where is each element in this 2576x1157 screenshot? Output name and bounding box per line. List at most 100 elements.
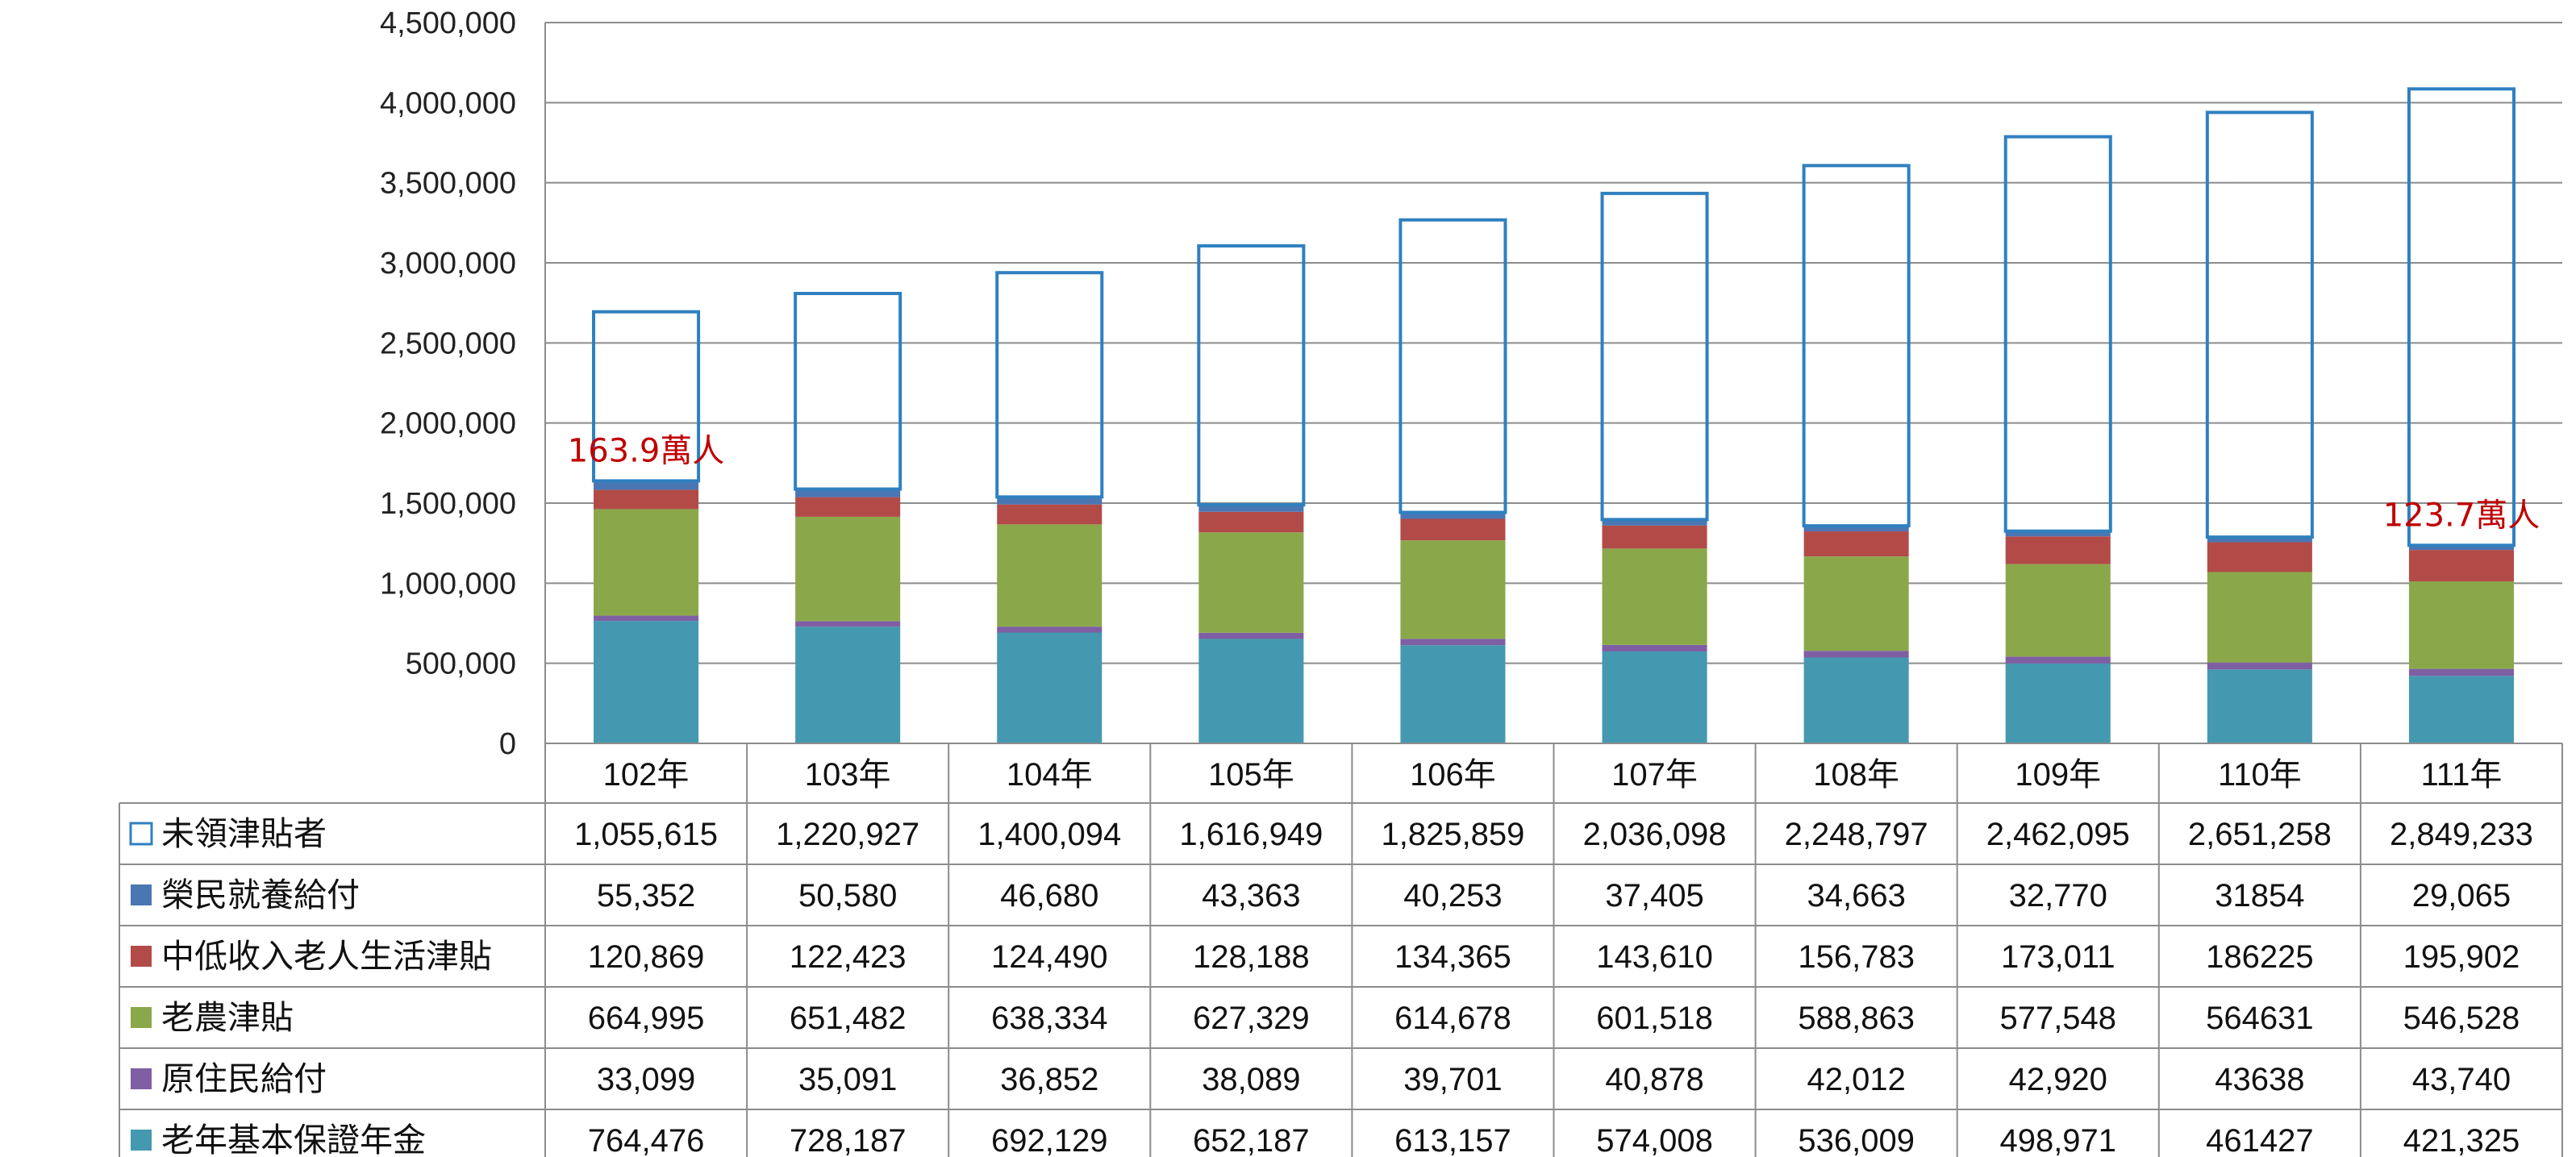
- y-tick-label: 2,500,000: [380, 327, 516, 360]
- data-label: 173,011: [2001, 939, 2115, 975]
- bar-segment: [795, 516, 901, 622]
- data-label: 38,089: [1202, 1062, 1300, 1097]
- data-label: 43638: [2215, 1062, 2304, 1097]
- data-label: 1,400,094: [977, 817, 1121, 852]
- category-label: 110年: [2218, 757, 2302, 793]
- category-label: 102年: [603, 757, 690, 793]
- y-tick-label: 4,000,000: [380, 86, 516, 120]
- data-label: 421,325: [2403, 1123, 2520, 1157]
- legend-key: [131, 1068, 152, 1089]
- bar-segment: [995, 271, 1104, 499]
- data-label: 120,869: [588, 939, 705, 975]
- bar-segment: [1602, 651, 1707, 743]
- data-label: 1,616,949: [1179, 817, 1323, 852]
- bar-segment: [1602, 525, 1707, 549]
- bar-segment: [2407, 87, 2516, 547]
- bar-segment: [1198, 505, 1304, 512]
- bar-segment: [1198, 532, 1304, 633]
- data-label: 577,548: [1999, 1001, 2116, 1036]
- bar-segment: [997, 632, 1103, 743]
- series-name: 老農津貼: [161, 998, 294, 1037]
- bar-segment: [795, 489, 901, 497]
- data-label: 1,825,859: [1381, 817, 1524, 852]
- data-label: 627,329: [1193, 1001, 1310, 1036]
- annotation-label: 163.9萬人: [568, 432, 725, 469]
- data-label: 40,878: [1605, 1062, 1703, 1097]
- category-label: 109年: [2015, 757, 2101, 793]
- y-tick-label: 4,500,000: [380, 6, 516, 40]
- data-label: 43,740: [2412, 1062, 2511, 1097]
- bar-segment: [1198, 511, 1304, 533]
- bar-segment: [2005, 536, 2111, 564]
- bar-segment: [1600, 191, 1709, 522]
- y-axis-ticks: 0 500,000 1,000,000 1,500,000 2,000,000 2,500…: [380, 6, 516, 761]
- annotations: 163.9萬人 123.7萬人: [568, 432, 2540, 534]
- data-label: 728,187: [790, 1123, 907, 1157]
- bar-segment: [2408, 550, 2514, 582]
- y-tick-label: 3,000,000: [380, 247, 516, 281]
- data-label: 156,783: [1798, 939, 1915, 975]
- data-label: 37,405: [1605, 878, 1703, 914]
- bar-segment: [2005, 531, 2111, 537]
- y-tick-label: 500,000: [406, 647, 516, 681]
- series-name: 原住民給付: [161, 1059, 327, 1098]
- data-label: 46,680: [1000, 878, 1098, 914]
- data-label: 546,528: [2403, 1001, 2520, 1036]
- bar-segment: [1803, 651, 1909, 658]
- data-label: 195,902: [2403, 939, 2520, 975]
- data-label: 43,363: [1202, 878, 1300, 914]
- data-label: 186225: [2206, 939, 2313, 975]
- data-label: 601,518: [1596, 1001, 1713, 1036]
- legend-key: [131, 884, 152, 905]
- data-label: 40,253: [1403, 878, 1502, 914]
- bar-segment: [592, 310, 701, 483]
- bar-segment: [2408, 676, 2514, 743]
- bar-segment: [2205, 110, 2314, 539]
- bar-segment: [795, 497, 901, 517]
- data-label: 134,365: [1394, 939, 1511, 975]
- data-label: 122,423: [790, 939, 907, 975]
- data-label: 614,678: [1394, 1001, 1511, 1036]
- bar-segment: [1602, 519, 1707, 526]
- category-label: 107年: [1611, 757, 1698, 793]
- bar-segment: [997, 504, 1103, 525]
- bar-segment: [2005, 564, 2111, 657]
- data-label: 42,920: [2009, 1062, 2107, 1097]
- data-label: 638,334: [991, 1001, 1108, 1036]
- data-label: 35,091: [798, 1062, 897, 1097]
- bar-segment: [1398, 218, 1507, 514]
- bar-segment: [997, 497, 1103, 505]
- data-label: 664,995: [588, 1001, 705, 1036]
- legend-key: [131, 946, 152, 967]
- data-label: 564631: [2206, 1001, 2313, 1036]
- y-tick-label: 0: [499, 727, 516, 761]
- bar-segment: [1400, 540, 1506, 639]
- data-label: 2,248,797: [1785, 817, 1928, 852]
- data-label: 143,610: [1596, 939, 1713, 975]
- bar-segment: [1198, 632, 1304, 639]
- bar-segment: [2207, 542, 2312, 572]
- bar-segment: [2408, 545, 2514, 551]
- data-label: 536,009: [1798, 1123, 1915, 1157]
- bars: [592, 87, 2516, 743]
- bar-segment: [2207, 662, 2312, 670]
- data-label: 32,770: [2009, 878, 2107, 914]
- bar-segment: [1803, 531, 1909, 557]
- category-label: 106年: [1410, 757, 1496, 793]
- data-label: 1,220,927: [776, 817, 919, 852]
- category-label: 103年: [805, 757, 891, 793]
- y-tick-label: 1,000,000: [380, 567, 516, 601]
- data-table: 102年 103年 104年 105年 106年 107年 108年 109年 110年 111年…: [119, 743, 2563, 1157]
- data-label: 55,352: [597, 878, 695, 914]
- bar-segment: [594, 489, 699, 510]
- category-label: 108年: [1813, 757, 1899, 793]
- series-name: 老年基本保證年金: [161, 1121, 426, 1157]
- bar-segment: [1198, 639, 1304, 743]
- bar-segment: [1400, 518, 1506, 541]
- bar-segment: [2207, 572, 2312, 663]
- legend-key: [131, 1130, 152, 1151]
- bar-segment: [1400, 639, 1506, 646]
- bar-segment: [2005, 663, 2111, 743]
- bar-segment: [594, 621, 699, 743]
